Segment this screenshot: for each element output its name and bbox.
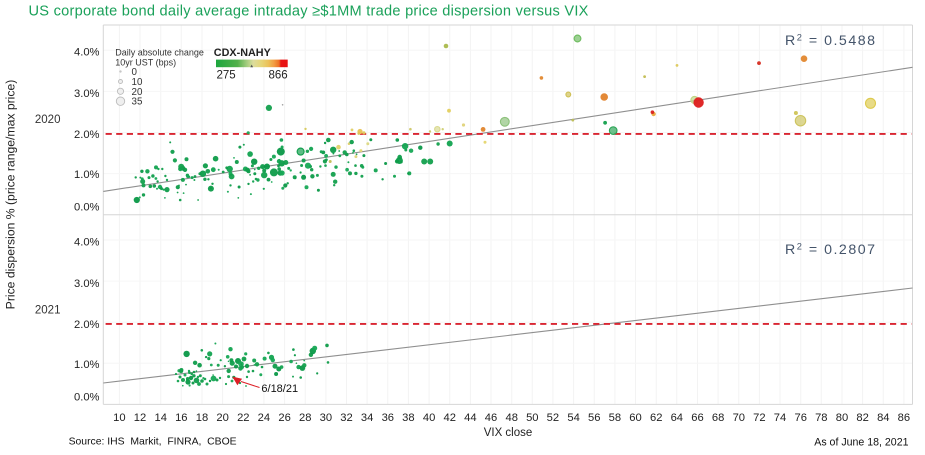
svg-text:32: 32: [340, 412, 352, 424]
svg-text:28: 28: [299, 412, 311, 424]
svg-text:2021: 2021: [35, 305, 61, 317]
svg-text:62: 62: [650, 412, 662, 424]
svg-text:40: 40: [423, 412, 435, 424]
svg-text:70: 70: [733, 412, 745, 424]
svg-text:72: 72: [753, 412, 765, 424]
svg-text:26: 26: [278, 412, 290, 424]
svg-text:20: 20: [216, 412, 228, 424]
svg-text:36: 36: [382, 412, 394, 424]
svg-text:3.0%: 3.0%: [74, 278, 100, 290]
svg-text:86: 86: [898, 412, 910, 424]
svg-text:2.0%: 2.0%: [74, 319, 100, 331]
svg-text:44: 44: [464, 412, 476, 424]
svg-text:R2 = 0.2807: R2 = 0.2807: [785, 241, 877, 257]
svg-text:As of June 18, 2021: As of June 18, 2021: [814, 437, 908, 449]
svg-text:82: 82: [856, 412, 868, 424]
svg-text:CDX-NAHY: CDX-NAHY: [214, 47, 272, 59]
svg-text:12: 12: [134, 412, 146, 424]
svg-text:68: 68: [712, 412, 724, 424]
svg-text:6/18/21: 6/18/21: [261, 383, 298, 395]
svg-text:0.0%: 0.0%: [74, 201, 100, 213]
svg-text:58: 58: [609, 412, 621, 424]
svg-text:0.0%: 0.0%: [74, 391, 100, 403]
svg-text:76: 76: [794, 412, 806, 424]
svg-text:VIX close: VIX close: [484, 427, 533, 439]
svg-text:10: 10: [113, 412, 125, 424]
svg-text:2020: 2020: [35, 114, 61, 126]
svg-text:US corporate bond daily averag: US corporate bond daily average intraday…: [29, 3, 589, 19]
svg-text:1.0%: 1.0%: [74, 359, 100, 371]
svg-text:275: 275: [217, 70, 236, 82]
svg-text:52: 52: [547, 412, 559, 424]
svg-text:84: 84: [877, 412, 889, 424]
svg-text:60: 60: [629, 412, 641, 424]
svg-text:866: 866: [269, 70, 288, 82]
svg-text:78: 78: [815, 412, 827, 424]
svg-text:0: 0: [132, 67, 138, 78]
svg-text:42: 42: [443, 412, 455, 424]
svg-text:20: 20: [132, 87, 143, 98]
svg-text:R2 = 0.5488: R2 = 0.5488: [785, 33, 877, 50]
svg-text:Daily absolute change: Daily absolute change: [115, 47, 204, 57]
svg-text:10: 10: [132, 77, 143, 88]
svg-text:4.0%: 4.0%: [74, 47, 100, 59]
svg-text:66: 66: [691, 412, 703, 424]
svg-text:35: 35: [132, 97, 143, 108]
svg-text:22: 22: [237, 412, 249, 424]
svg-text:3.0%: 3.0%: [74, 88, 100, 100]
svg-text:48: 48: [505, 412, 517, 424]
svg-text:10yr UST (bps): 10yr UST (bps): [115, 58, 176, 68]
svg-text:46: 46: [485, 412, 497, 424]
svg-text:24: 24: [258, 412, 270, 424]
svg-text:38: 38: [402, 412, 414, 424]
svg-text:2.0%: 2.0%: [74, 129, 100, 141]
svg-text:14: 14: [154, 412, 166, 424]
svg-text:1.0%: 1.0%: [74, 169, 100, 181]
svg-text:50: 50: [526, 412, 538, 424]
svg-text:74: 74: [774, 412, 786, 424]
svg-text:34: 34: [361, 412, 373, 424]
svg-text:18: 18: [196, 412, 208, 424]
svg-text:4.0%: 4.0%: [74, 237, 100, 249]
svg-text:Price dispersion % (price rang: Price dispersion % (price range/max pric…: [4, 80, 18, 310]
svg-text:64: 64: [671, 412, 683, 424]
svg-text:16: 16: [175, 412, 187, 424]
svg-text:80: 80: [836, 412, 848, 424]
svg-text:54: 54: [567, 412, 579, 424]
svg-text:30: 30: [320, 412, 332, 424]
svg-text:Source: IHS Markit, FINRA,: Source: IHS Markit, FINRA, CBOE: [69, 437, 237, 448]
svg-text:56: 56: [588, 412, 600, 424]
